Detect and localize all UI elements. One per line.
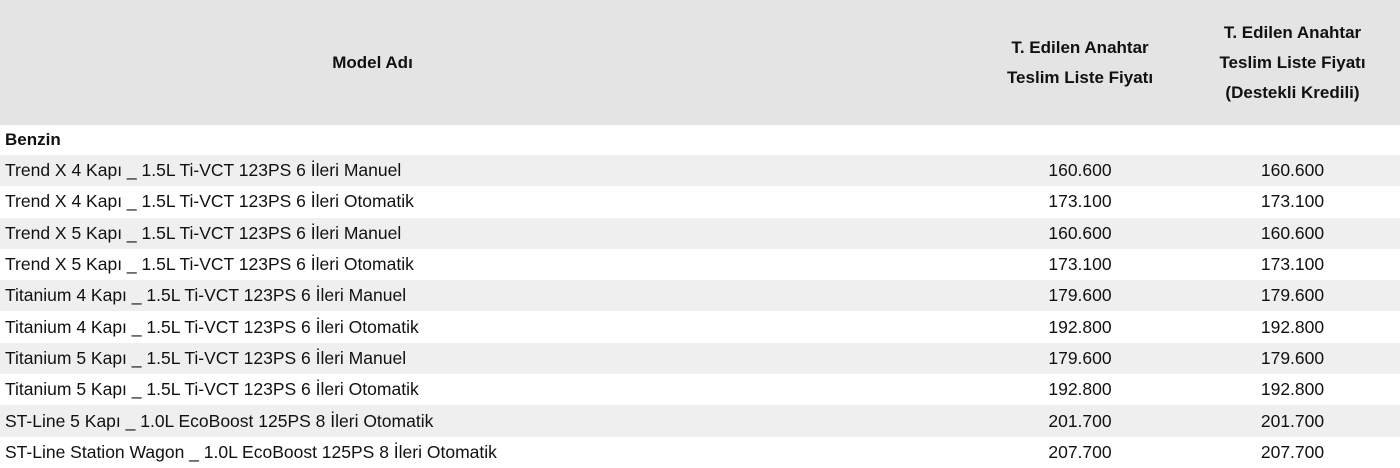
price: 207.700 xyxy=(1048,441,1112,462)
model-name: ST-Line 5 Kapı _ 1.0L EcoBoost 125PS 8 İ… xyxy=(5,410,434,431)
price: 192.800 xyxy=(1260,379,1325,400)
price: 160.600 xyxy=(1048,160,1112,181)
price: 179.600 xyxy=(1048,285,1112,306)
header-cell: T. Edilen Anahtar Teslim Liste Fiyatı (Des… xyxy=(1185,18,1400,108)
price: 173.100 xyxy=(1260,191,1325,212)
price: 201.700 xyxy=(1260,410,1325,431)
header-cell: T. Edilen Anahtar Teslim Liste Fiyatı xyxy=(975,33,1185,93)
header-line: T. Edilen Anahtar xyxy=(1011,37,1149,57)
data-row: Titanium 4 Kapı _ 1.5L Ti-VCT 123PS 6 İl… xyxy=(0,312,1400,343)
price: 160.600 xyxy=(1260,222,1325,243)
data-row: Trend X 5 Kapı _ 1.5L Ti-VCT 123PS 6 İle… xyxy=(0,217,1400,249)
model-name: ST-Line Station Wagon _ 1.0L EcoBoost 12… xyxy=(5,441,497,462)
price: 207.700 xyxy=(1260,441,1325,462)
price: 192.800 xyxy=(1260,316,1325,337)
price: 201.700 xyxy=(1048,410,1112,431)
model-name: Titanium 4 Kapı _ 1.5L Ti-VCT 123PS 6 İl… xyxy=(5,316,419,337)
model-name: Trend X 4 Kapı _ 1.5L Ti-VCT 123PS 6 İle… xyxy=(5,160,402,181)
data-row: Trend X 4 Kapı _ 1.5L Ti-VCT 123PS 6 İle… xyxy=(0,186,1400,217)
price: 173.100 xyxy=(1048,191,1112,212)
header-line: Model Adı xyxy=(332,52,413,72)
price: 179.600 xyxy=(1048,347,1112,368)
header-cell: Model Adı xyxy=(0,48,975,78)
data-row: Titanium 5 Kapı _ 1.5L Ti-VCT 123PS 6 İl… xyxy=(0,342,1400,375)
data-row: Titanium 4 Kapı _ 1.5L Ti-VCT 123PS 6 İl… xyxy=(0,280,1400,312)
model-name: Trend X 5 Kapı _ 1.5L Ti-VCT 123PS 6 İle… xyxy=(5,254,414,275)
model-name: Trend X 4 Kapı _ 1.5L Ti-VCT 123PS 6 İle… xyxy=(5,191,414,212)
price: 192.800 xyxy=(1048,379,1112,400)
price: 160.600 xyxy=(1048,222,1112,243)
header-line: T. Edilen Anahtar xyxy=(1223,22,1362,42)
price: 192.800 xyxy=(1048,316,1112,337)
price: 160.600 xyxy=(1260,160,1325,181)
data-row: ST-Line 5 Kapı _ 1.0L EcoBoost 125PS 8 İ… xyxy=(0,405,1400,437)
header-line: (Destekli Kredili) xyxy=(1225,82,1360,102)
header-row: Model Adı T. Edilen Anahtar Teslim Liste F… xyxy=(0,0,1400,125)
section-label: Benzin xyxy=(5,130,61,149)
model-name: Titanium 4 Kapı _ 1.5L Ti-VCT 123PS 6 İl… xyxy=(5,285,407,306)
price: 179.600 xyxy=(1260,285,1325,306)
data-row: Trend X 5 Kapı _ 1.5L Ti-VCT 123PS 6 İle… xyxy=(0,249,1400,280)
price: 179.600 xyxy=(1260,347,1325,368)
model-name: Titanium 5 Kapı _ 1.5L Ti-VCT 123PS 6 İl… xyxy=(5,347,407,368)
data-row: ST-Line Station Wagon _ 1.0L EcoBoost 12… xyxy=(0,437,1400,468)
model-name: Trend X 5 Kapı _ 1.5L Ti-VCT 123PS 6 İle… xyxy=(5,222,402,243)
header-line: Teslim Liste Fiyatı xyxy=(1219,52,1366,72)
price: 173.100 xyxy=(1048,254,1112,275)
header-line: Teslim Liste Fiyatı xyxy=(1006,67,1154,87)
data-row: Trend X 4 Kapı _ 1.5L Ti-VCT 123PS 6 İle… xyxy=(0,155,1400,187)
data-row: Titanium 5 Kapı _ 1.5L Ti-VCT 123PS 6 İl… xyxy=(0,374,1400,405)
model-name: Titanium 5 Kapı _ 1.5L Ti-VCT 123PS 6 İl… xyxy=(5,379,419,400)
price: 173.100 xyxy=(1260,254,1325,275)
